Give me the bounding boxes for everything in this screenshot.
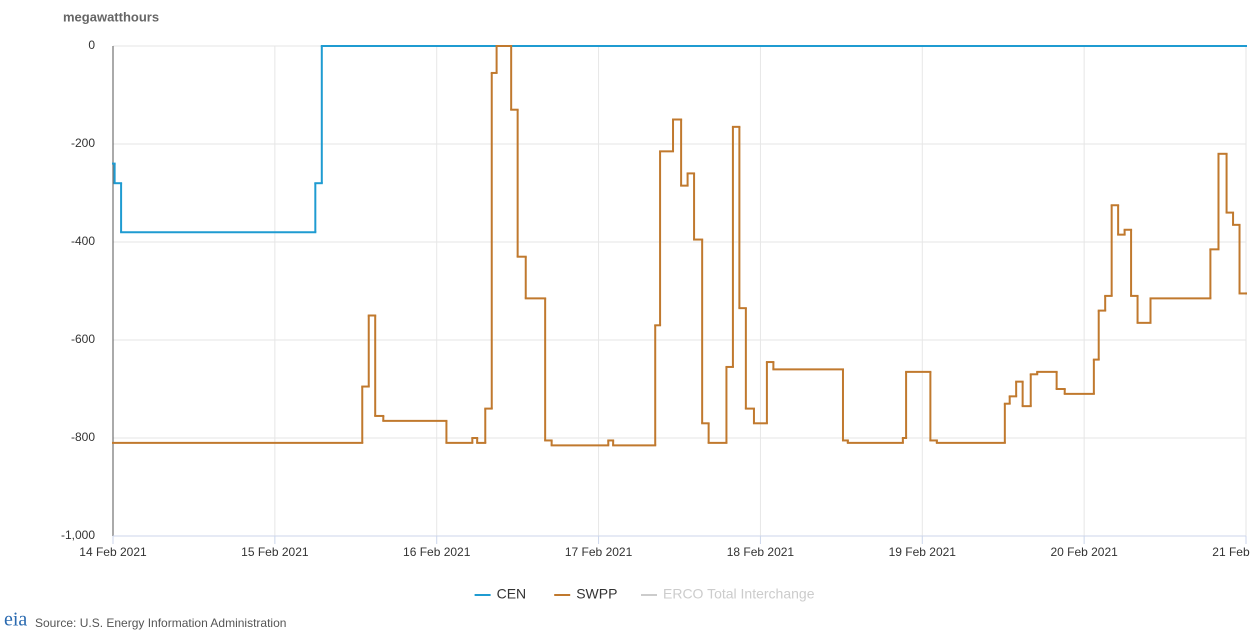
x-tick-label: 15 Feb 2021	[241, 545, 309, 559]
legend-label[interactable]: ERCO Total Interchange	[663, 586, 815, 602]
x-tick-label: 16 Feb 2021	[403, 545, 471, 559]
source-note: Source: U.S. Energy Information Administ…	[35, 616, 286, 630]
x-tick-label: 19 Feb 2021	[889, 545, 957, 559]
y-tick-label: -400	[71, 234, 95, 248]
x-tick-label: 14 Feb 2021	[79, 545, 147, 559]
legend-label[interactable]: CEN	[497, 586, 527, 602]
x-tick-label: 21 Feb 2021	[1212, 545, 1252, 559]
series-line	[112, 45, 1247, 234]
y-tick-label: -800	[71, 430, 95, 444]
y-tick-label: 0	[88, 38, 95, 52]
series-line	[112, 45, 1247, 447]
y-tick-label: -600	[71, 332, 95, 346]
x-tick-label: 18 Feb 2021	[727, 545, 795, 559]
x-tick-label: 17 Feb 2021	[565, 545, 633, 559]
y-axis-title: megawatthours	[63, 9, 159, 24]
logo: eia	[4, 609, 27, 631]
y-tick-label: -1,000	[61, 528, 95, 542]
legend-label[interactable]: SWPP	[576, 586, 617, 602]
x-tick-label: 20 Feb 2021	[1050, 545, 1118, 559]
y-tick-label: -200	[71, 136, 95, 150]
